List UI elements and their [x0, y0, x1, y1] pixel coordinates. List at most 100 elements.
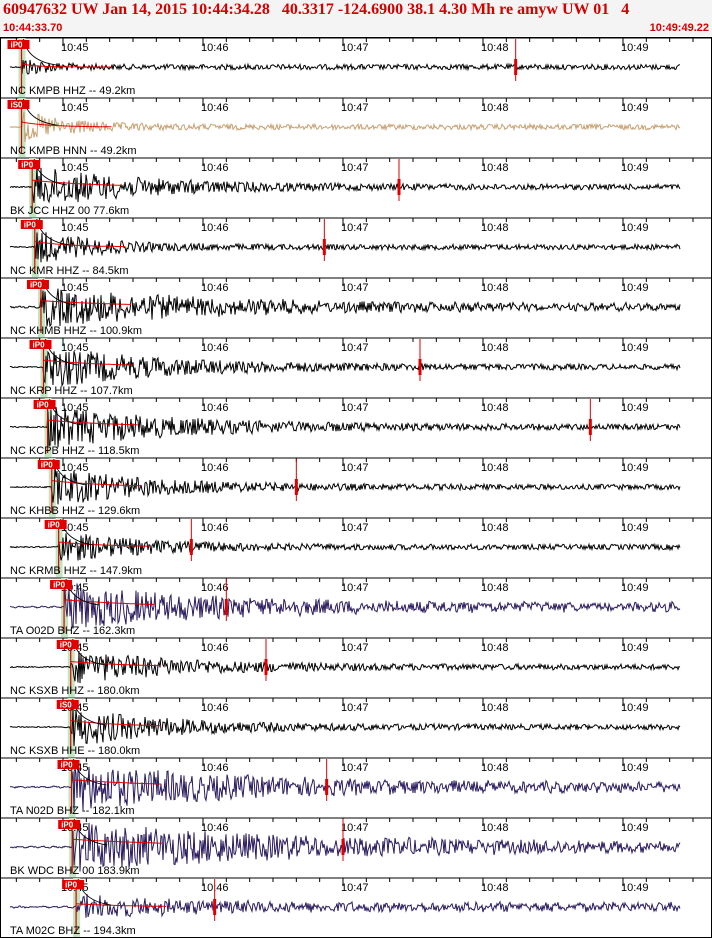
trace-row[interactable]: 10:45 10:46 10:47 10:48 10:49 iP0 NC KRMB HHZ … — [0, 517, 712, 577]
s-pick-marker — [294, 479, 298, 495]
waveform — [10, 821, 681, 872]
pick-badge-label: iS0 — [11, 101, 24, 110]
minute-label: 10:48 — [481, 102, 509, 114]
minute-label: 10:45 — [61, 102, 89, 114]
station-label: NC KMR HHZ -- 84.5km — [10, 265, 129, 277]
minute-label: 10:46 — [201, 102, 229, 114]
trace-row[interactable]: 10:45 10:46 10:47 10:48 10:49 iP0 BK JCC HHZ 0… — [0, 157, 712, 217]
envelope-fit — [71, 779, 162, 785]
s-pick-marker — [325, 779, 329, 795]
seismogram-plot[interactable]: 10:45 10:46 10:47 10:48 10:49 iP0 NC KMPB HHZ … — [0, 37, 712, 938]
envelope-fit — [58, 541, 149, 547]
minute-label: 10:48 — [481, 42, 509, 54]
station-label: TA O02D BHZ -- 162.3km — [10, 625, 135, 637]
pick-badge-label: iP0 — [48, 521, 61, 530]
trace-row[interactable]: 10:45 10:46 10:47 10:48 10:49 iP0 NC KRP HHZ -… — [0, 337, 712, 397]
waveform — [9, 894, 681, 918]
pick-badge — [56, 640, 79, 649]
minute-label: 10:49 — [621, 402, 649, 414]
minute-label: 10:49 — [621, 762, 649, 774]
pick-badge — [37, 460, 60, 469]
trace-row[interactable]: 10:45 10:46 10:47 10:48 10:49 iP0 NC KHBB HHZ … — [0, 457, 712, 517]
minute-label: 10:48 — [481, 822, 509, 834]
minute-label: 10:48 — [481, 642, 509, 654]
minute-label: 10:48 — [481, 402, 509, 414]
minute-label: 10:46 — [201, 342, 229, 354]
minute-label: 10:48 — [481, 702, 509, 714]
pick-badge-label: iP0 — [24, 221, 37, 230]
pick-badge-label: iP0 — [61, 821, 74, 830]
minute-label: 10:45 — [61, 282, 89, 294]
station-label: NC KSXB HHZ -- 180.0km — [10, 685, 140, 697]
minute-label: 10:45 — [61, 162, 89, 174]
s-pick-marker — [418, 359, 422, 375]
waveform — [9, 111, 681, 143]
minute-label: 10:49 — [621, 222, 649, 234]
envelope-fit — [34, 241, 125, 248]
s-pick-marker — [224, 599, 228, 615]
minute-label: 10:48 — [481, 282, 509, 294]
pick-badge-label: iP0 — [30, 281, 43, 290]
pick-badge — [44, 520, 67, 529]
pick-badge — [20, 220, 43, 229]
envelope-fit — [40, 300, 132, 305]
envelope-fit — [70, 720, 161, 727]
envelope-fit — [43, 359, 134, 366]
minute-label: 10:48 — [481, 462, 509, 474]
minute-label: 10:48 — [481, 582, 509, 594]
minute-label: 10:49 — [621, 522, 649, 534]
s-pick-marker — [213, 899, 217, 915]
minute-label: 10:49 — [621, 822, 649, 834]
minute-label: 10:47 — [341, 642, 369, 654]
pick-badge-label: iS0 — [60, 701, 73, 710]
waveform — [9, 407, 681, 448]
station-label: BK JCC HHZ 00 77.6km — [10, 205, 129, 217]
minute-label: 10:49 — [621, 642, 649, 654]
minute-label: 10:46 — [201, 822, 229, 834]
s-pick-marker — [264, 659, 268, 675]
pick-badge-label: iP0 — [65, 881, 78, 890]
trace-row[interactable]: 10:45 10:46 10:47 10:48 10:49 iP0 NC KMPB HHZ … — [0, 37, 712, 97]
pick-badge — [7, 100, 30, 109]
envelope-fit — [70, 661, 161, 667]
minute-label: 10:48 — [481, 522, 509, 534]
envelope-fit — [72, 838, 163, 844]
trace-row[interactable]: 10:45 10:46 10:47 10:48 10:49 iP0 NC KCPB HHZ … — [0, 397, 712, 457]
pick-badge — [62, 880, 85, 889]
minute-label: 10:47 — [341, 822, 369, 834]
envelope-fit — [47, 419, 138, 426]
envelope-fit — [32, 179, 123, 186]
waveform — [9, 59, 681, 75]
station-label: NC KHMB HHZ -- 100.9km — [10, 325, 142, 337]
minute-label: 10:46 — [201, 282, 229, 294]
minute-label: 10:47 — [341, 102, 369, 114]
s-pick-marker — [397, 179, 401, 195]
minute-label: 10:47 — [341, 222, 369, 234]
pick-badge-label: iP0 — [37, 401, 50, 410]
window-start-time: 10:44:33.70 — [3, 22, 63, 34]
minute-label: 10:46 — [201, 162, 229, 174]
event-title: 60947632 UW Jan 14, 2015 10:44:34.28 40.… — [3, 1, 630, 18]
minute-label: 10:47 — [341, 762, 369, 774]
s-pick-marker — [341, 839, 345, 855]
minute-label: 10:46 — [201, 702, 229, 714]
waveform — [9, 583, 681, 629]
pick-badge — [29, 340, 52, 349]
waveform — [9, 708, 681, 746]
envelope-fit — [64, 599, 155, 605]
envelope-fit — [76, 903, 167, 907]
minute-label: 10:46 — [201, 762, 229, 774]
minute-label: 10:46 — [201, 222, 229, 234]
window-end-time: 10:49:49.22 — [649, 22, 709, 34]
waveform — [9, 651, 681, 684]
trace-row[interactable]: 10:45 10:46 10:47 10:48 10:49 iS0 NC KMPB HNN … — [0, 97, 712, 157]
trace-row[interactable]: 10:45 10:46 10:47 10:48 10:49 iP0 NC KMR HHZ -… — [0, 217, 712, 277]
trace-row[interactable]: 10:45 10:46 10:47 10:48 10:49 iP0 NC KHMB HHZ … — [0, 277, 712, 337]
minute-label: 10:48 — [481, 162, 509, 174]
